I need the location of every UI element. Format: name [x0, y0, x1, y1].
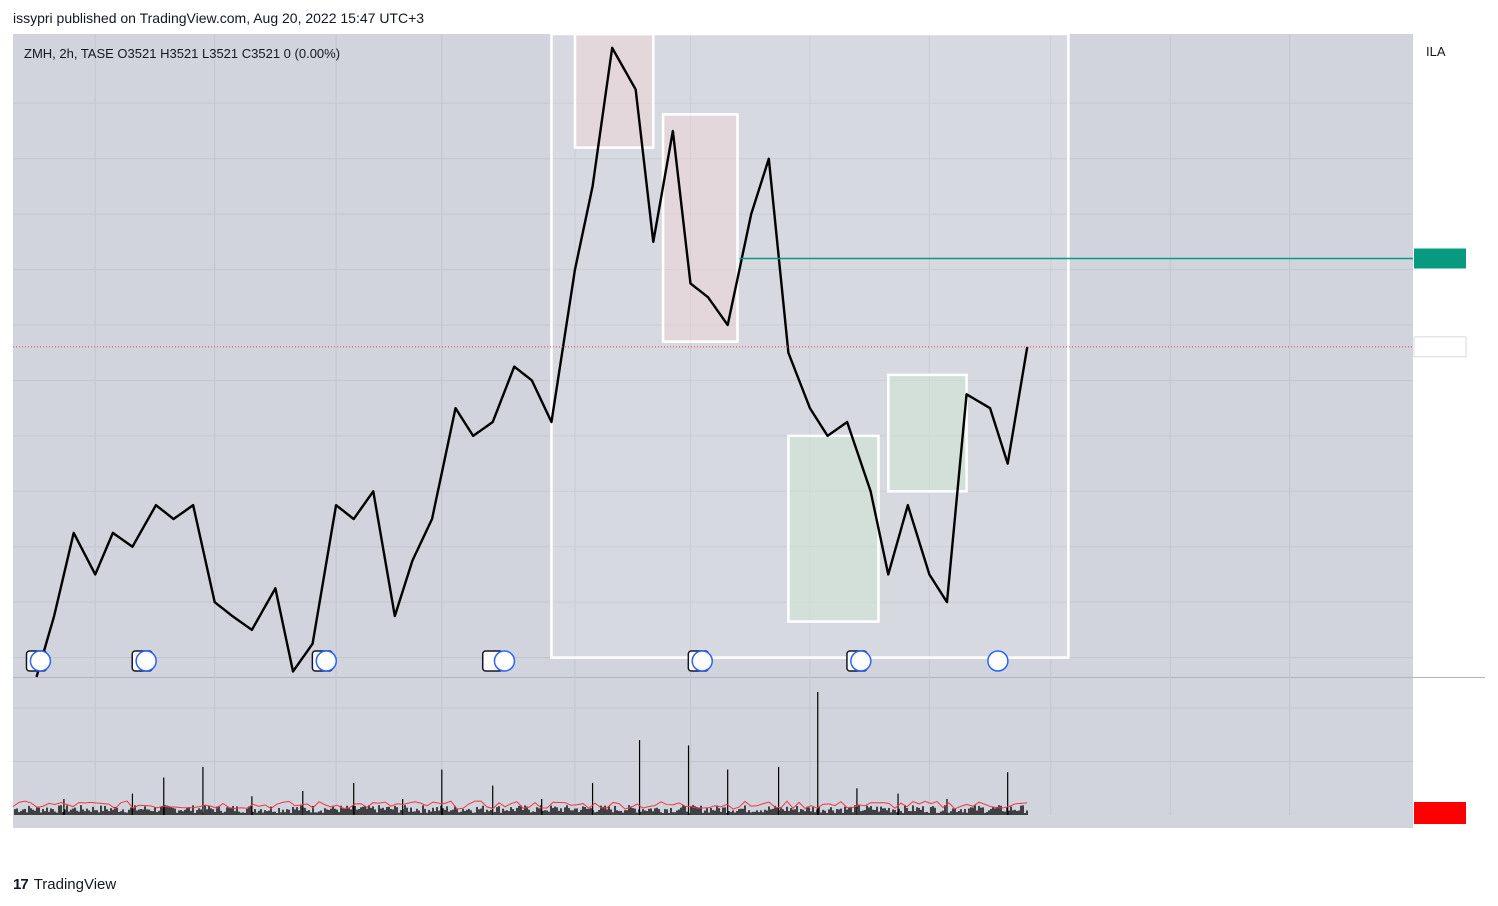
dividend-marker-icon	[493, 650, 516, 672]
dividend-marker-icon	[987, 650, 1009, 672]
volume-bars	[12, 692, 1028, 815]
dividend-marker-icon	[135, 650, 157, 672]
level-lines	[13, 248, 1467, 824]
tradingview-logo-icon: 17	[13, 876, 29, 893]
last-volume-marker	[1414, 802, 1466, 824]
event-markers[interactable]	[25, 650, 1009, 672]
time-axis[interactable]	[13, 828, 1485, 861]
publish-header: issypri published on TradingView.com, Au…	[13, 10, 425, 26]
price-axis[interactable]	[1413, 34, 1485, 828]
price-pane[interactable]	[13, 34, 1413, 677]
footer-brand-label: TradingView	[33, 876, 117, 893]
volume-ma-line	[12, 800, 1028, 810]
grid	[13, 34, 1413, 815]
dividend-marker-icon	[691, 650, 713, 672]
last-price-marker	[1413, 336, 1467, 358]
annotation-box	[886, 373, 968, 493]
annotation-boxes	[550, 32, 1070, 659]
annotation-box	[661, 113, 739, 343]
currency-label: ILA	[1426, 44, 1446, 59]
price-line	[35, 46, 1029, 678]
dividend-marker-icon	[29, 650, 52, 672]
symbol-legend: ZMH, 2h, TASE O3521 H3521 L3521 C3521 0 …	[24, 46, 341, 61]
price-series	[35, 46, 1029, 678]
annotation-box	[550, 32, 1070, 659]
dividend-marker-icon	[850, 650, 872, 672]
volume-pane[interactable]	[13, 678, 1413, 828]
dividend-marker-icon	[315, 650, 338, 672]
footer-brand: 17 TradingView	[13, 876, 116, 893]
level-marker	[1414, 248, 1466, 269]
